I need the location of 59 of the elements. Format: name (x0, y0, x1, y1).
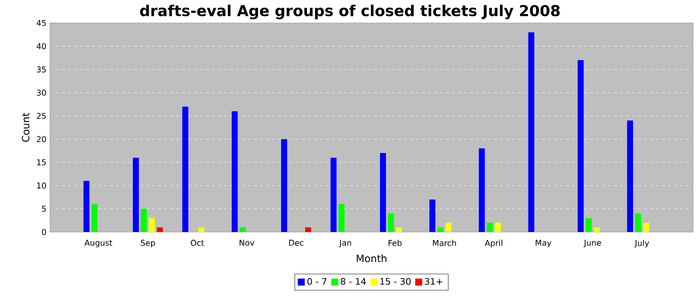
legend-label: 8 - 14 (340, 278, 366, 285)
bar (627, 120, 634, 232)
x-tick-label: Nov (240, 240, 254, 246)
bar (486, 222, 493, 232)
bar (132, 158, 139, 232)
bar (380, 153, 386, 232)
x-tick-label: Sep (140, 240, 155, 248)
bar (148, 218, 155, 232)
x-tick-label: May (536, 240, 552, 248)
bar (586, 218, 592, 232)
bar (140, 208, 147, 232)
bar (198, 227, 204, 232)
y-tick-label: 20 (36, 136, 46, 142)
bar (182, 106, 188, 232)
bar (437, 227, 444, 232)
bar (578, 60, 584, 232)
y-tick-label: 10 (37, 182, 46, 189)
bar (83, 180, 90, 232)
bar (396, 227, 402, 232)
bar (643, 222, 650, 232)
x-tick-label: June (584, 240, 601, 248)
x-tick-label: Jan (338, 240, 352, 248)
y-tick-label: 40 (36, 43, 46, 50)
legend-label: 15 - 30 (380, 278, 411, 285)
x-tick-label: July (634, 240, 650, 248)
y-tick-label: 5 (42, 206, 46, 212)
bar (635, 213, 642, 232)
bar (594, 227, 600, 232)
x-tick-label: April (484, 240, 502, 248)
legend-label: 0 - 7 (307, 278, 326, 285)
bar (240, 227, 246, 232)
bar (494, 222, 501, 232)
y-tick-label: 30 (36, 90, 46, 96)
bar (478, 148, 485, 232)
bar (305, 227, 312, 232)
y-tick-label: 25 (36, 112, 46, 119)
legend-label: 31+ (424, 278, 442, 285)
y-tick-label: 0 (42, 228, 46, 236)
x-tick-label: Dec (289, 240, 304, 246)
y-tick-label: 45 (36, 20, 46, 26)
bar (330, 158, 337, 232)
x-tick-label: Feb (388, 240, 402, 246)
x-tick-label: Oct (190, 240, 204, 246)
y-tick-label: 15 (37, 159, 46, 166)
bar (232, 111, 238, 232)
bar (388, 213, 394, 232)
bar (281, 139, 288, 232)
bar (429, 199, 436, 232)
x-axis-title: Month (356, 254, 386, 262)
bar (528, 32, 534, 232)
y-tick-label: 35 (36, 66, 46, 72)
bar (156, 227, 163, 232)
bar (338, 204, 345, 232)
bar (91, 204, 98, 232)
x-tick-label: August (84, 240, 112, 248)
y-axis-title: Count (22, 112, 30, 142)
x-tick-label: March (432, 240, 456, 246)
chart-title: drafts-eval Age groups of closed tickets July 2008 (140, 4, 560, 20)
bar (445, 222, 452, 232)
